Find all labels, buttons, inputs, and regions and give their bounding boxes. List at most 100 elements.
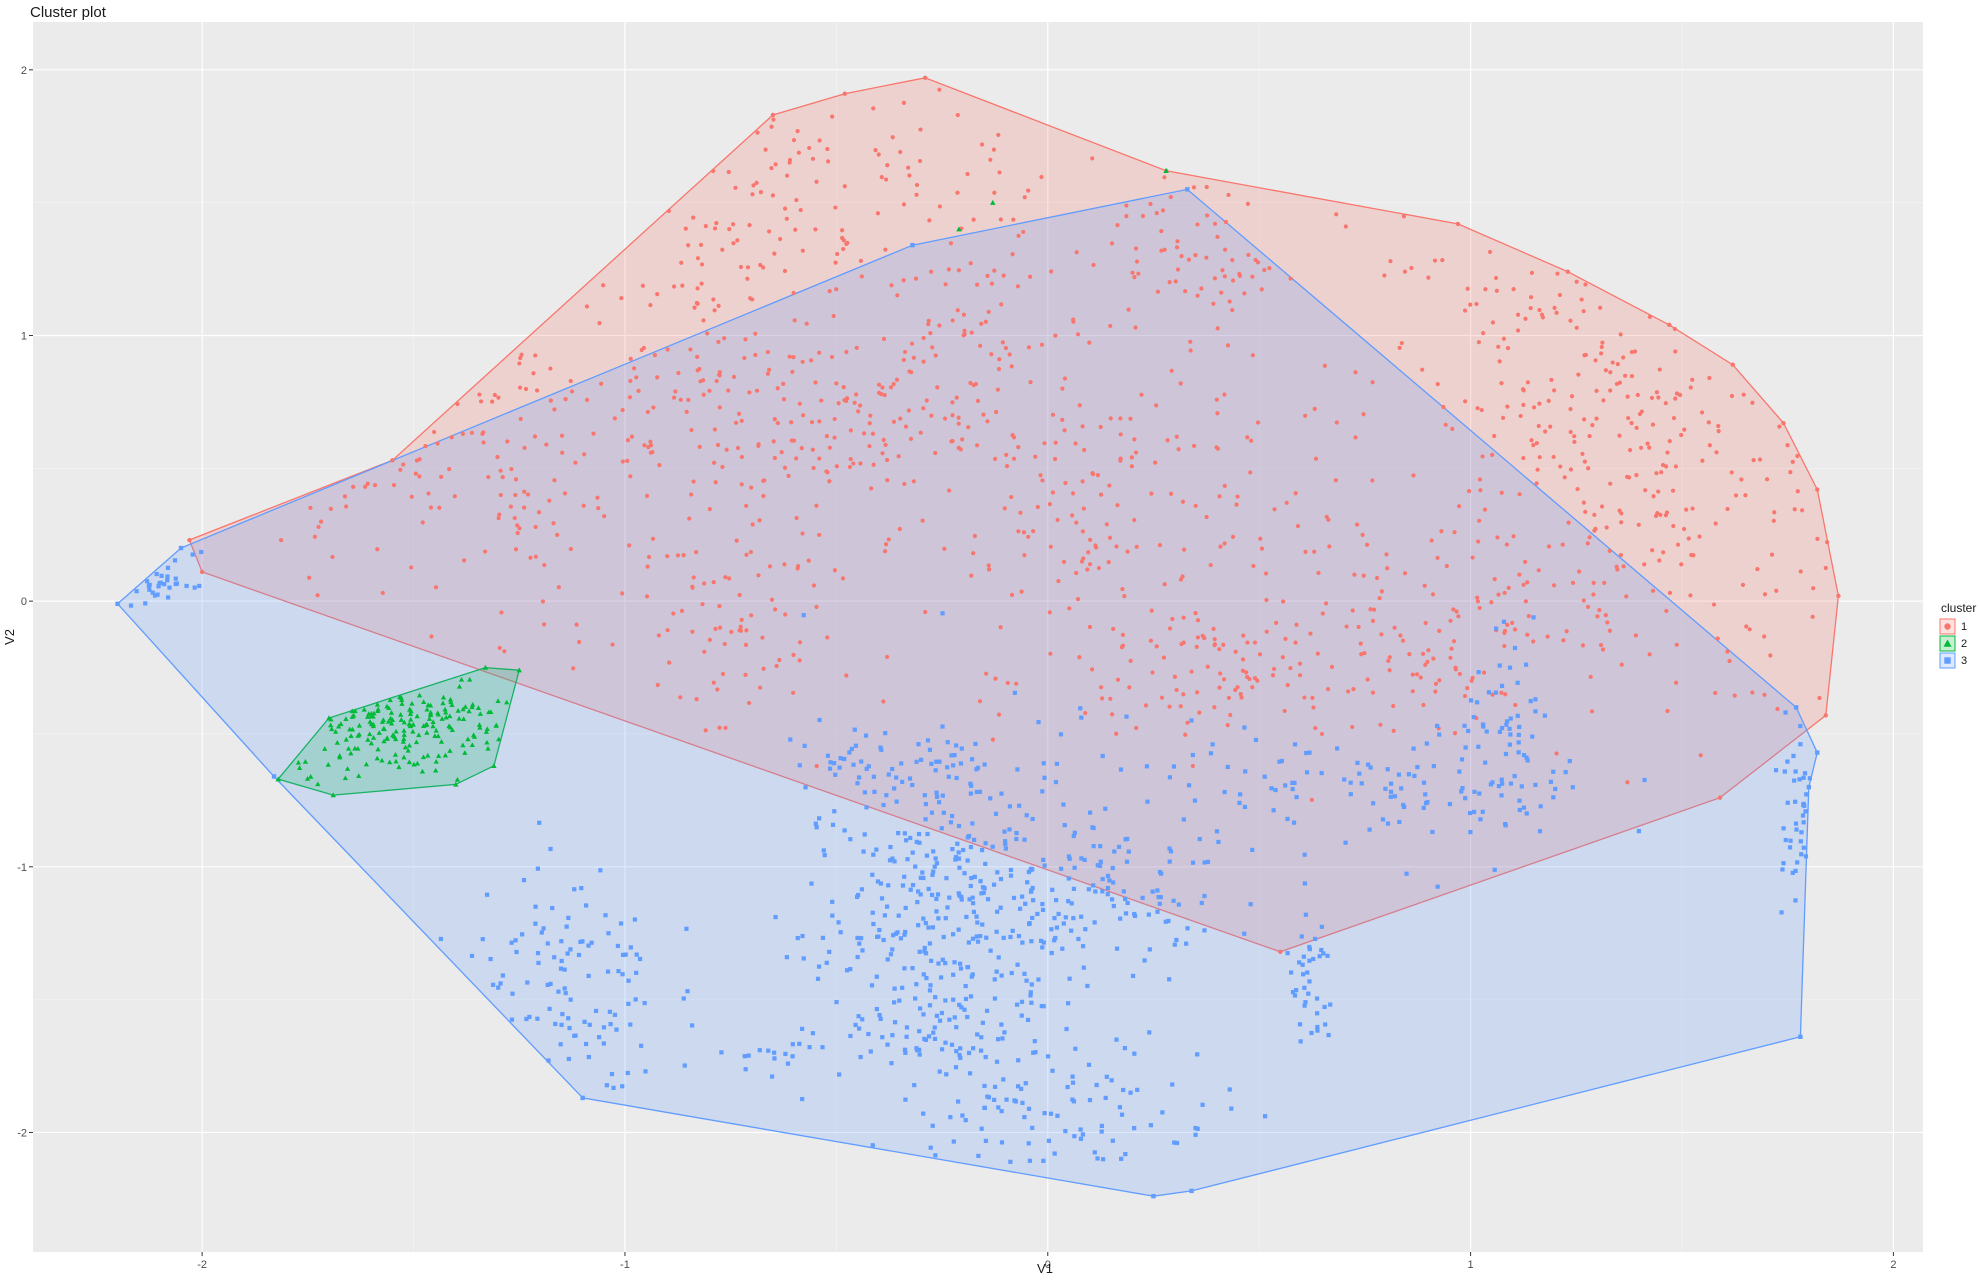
data-point	[970, 821, 975, 826]
data-point	[1118, 432, 1123, 437]
data-point	[902, 966, 907, 971]
data-point	[1204, 213, 1210, 218]
data-point	[1591, 592, 1596, 597]
data-point	[917, 158, 923, 164]
data-point	[1435, 884, 1440, 889]
data-point	[974, 789, 979, 795]
data-point	[1054, 761, 1060, 766]
data-point	[714, 221, 719, 226]
data-point	[867, 421, 872, 426]
data-point	[883, 731, 888, 736]
data-point	[903, 905, 908, 911]
data-point	[1508, 732, 1513, 737]
data-point	[1008, 867, 1014, 873]
data-point	[733, 185, 738, 190]
data-point	[986, 309, 991, 314]
data-point	[1598, 305, 1603, 310]
data-point	[199, 569, 205, 575]
data-point	[1242, 725, 1247, 730]
data-point	[712, 427, 717, 432]
data-point	[1114, 946, 1120, 951]
data-point	[1192, 798, 1198, 803]
data-point	[1521, 402, 1526, 407]
data-point	[1123, 1152, 1128, 1157]
data-point	[738, 624, 743, 629]
data-point	[940, 793, 945, 798]
data-point	[559, 1022, 564, 1027]
data-point	[929, 413, 934, 418]
data-point	[891, 419, 897, 424]
data-point	[1476, 670, 1481, 675]
data-point	[316, 524, 321, 530]
data-point	[1797, 777, 1802, 782]
data-point	[1528, 306, 1533, 311]
data-point	[1659, 470, 1664, 475]
data-point	[567, 1025, 572, 1031]
data-point	[869, 983, 875, 988]
data-point	[851, 461, 856, 466]
data-point	[580, 1095, 585, 1101]
data-point	[701, 392, 706, 397]
data-point	[564, 924, 569, 929]
data-point	[909, 341, 915, 346]
data-point	[927, 747, 933, 752]
data-point	[1478, 817, 1483, 822]
data-point	[1795, 860, 1800, 865]
data-point	[636, 388, 641, 393]
data-point	[625, 458, 630, 463]
data-point	[1025, 880, 1030, 885]
data-point	[1585, 541, 1590, 546]
data-point	[343, 736, 349, 742]
data-point	[1546, 544, 1552, 549]
data-point	[1040, 907, 1046, 913]
data-point	[915, 899, 920, 905]
data-point	[1429, 538, 1434, 543]
data-point	[1690, 377, 1695, 382]
data-point	[586, 943, 591, 948]
data-point	[1647, 445, 1652, 450]
data-point	[1673, 464, 1679, 469]
data-point	[873, 148, 878, 153]
data-point	[1235, 494, 1240, 499]
data-point	[1626, 415, 1631, 421]
data-point	[907, 369, 912, 374]
data-point	[1240, 657, 1246, 662]
data-point	[1716, 423, 1721, 429]
data-point	[955, 308, 960, 313]
data-point	[388, 710, 395, 715]
data-point	[962, 1007, 967, 1012]
data-point	[1505, 346, 1511, 351]
data-point	[637, 956, 643, 962]
data-point	[1027, 921, 1032, 927]
data-point	[413, 471, 418, 476]
data-point	[1047, 502, 1052, 507]
data-point	[1098, 685, 1104, 690]
data-point	[998, 905, 1003, 910]
data-point	[462, 704, 469, 709]
data-point	[634, 375, 639, 380]
data-point	[1191, 185, 1197, 190]
data-point	[1660, 462, 1666, 468]
data-point	[921, 972, 926, 977]
data-point	[817, 717, 822, 723]
data-point	[1193, 1132, 1198, 1137]
data-point	[817, 350, 822, 355]
data-point	[1647, 652, 1652, 657]
data-point	[683, 226, 688, 231]
data-point	[1050, 887, 1055, 892]
data-point	[625, 1070, 630, 1076]
data-point	[931, 849, 936, 854]
data-point	[992, 996, 998, 1001]
data-point	[1079, 914, 1084, 919]
data-point	[857, 403, 863, 408]
data-point	[387, 759, 393, 765]
data-point	[972, 533, 977, 539]
data-point	[1468, 698, 1474, 703]
data-point	[1315, 1024, 1320, 1030]
data-point	[988, 157, 993, 162]
data-point	[1283, 783, 1288, 788]
data-point	[1534, 481, 1539, 486]
data-point	[1125, 549, 1130, 554]
data-point	[918, 875, 923, 880]
data-point	[1741, 392, 1746, 397]
